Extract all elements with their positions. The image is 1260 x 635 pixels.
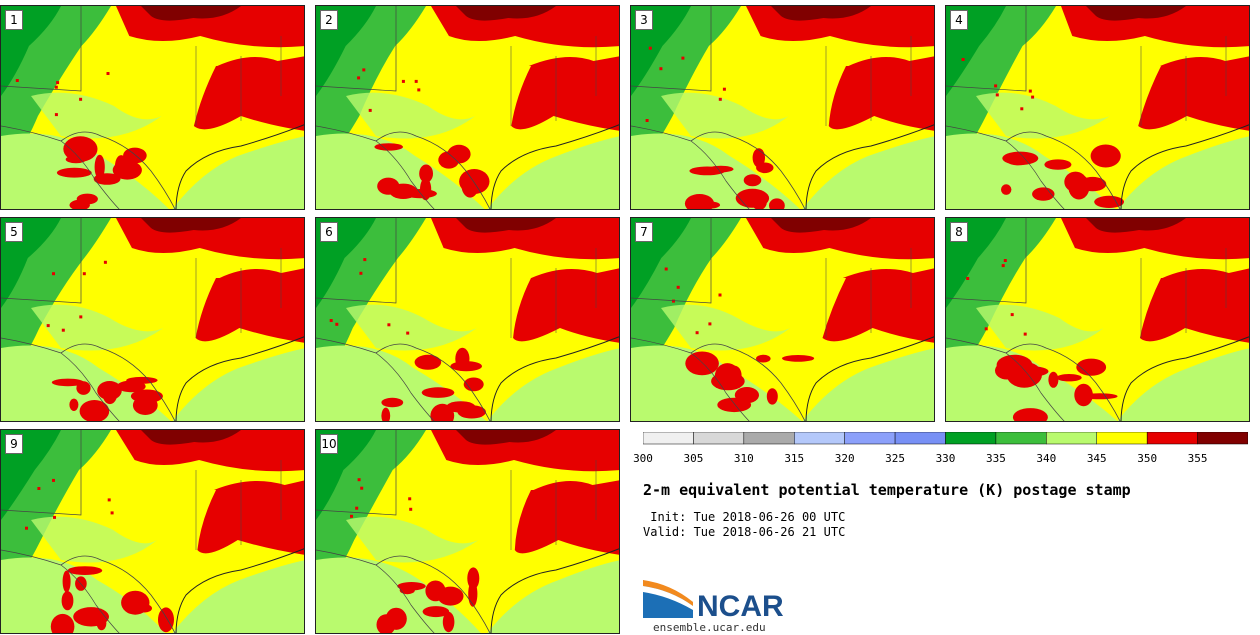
map-image-7: [631, 218, 934, 421]
map-panel-5: 5: [0, 217, 305, 422]
colorbar-swatch: [894, 432, 946, 445]
colorbar-swatch: [1046, 432, 1097, 445]
colorbar: [643, 432, 1248, 445]
panel-number: 2: [320, 10, 338, 30]
panel-number: 8: [950, 222, 968, 242]
map-panel-4: 4: [945, 5, 1250, 210]
colorbar-swatch: [743, 432, 795, 445]
ncar-logo: NCAR: [643, 580, 784, 622]
panel-number: 3: [635, 10, 653, 30]
colorbar-tick-label: 320: [834, 452, 855, 465]
panel-number: 4: [950, 10, 968, 30]
colorbar-tick-label: 345: [1086, 452, 1107, 465]
colorbar-swatch: [1146, 432, 1198, 445]
colorbar-swatch: [995, 432, 1047, 445]
map-image-2: [316, 6, 619, 209]
map-panel-10: 10: [315, 429, 620, 634]
map-image-4: [946, 6, 1249, 209]
colorbar-swatch: [844, 432, 896, 445]
figure-title: 2-m equivalent potential temperature (K)…: [643, 481, 1131, 499]
colorbar-swatch: [945, 432, 997, 445]
map-panel-6: 6: [315, 217, 620, 422]
map-image-8: [946, 218, 1249, 421]
colorbar-swatch: [794, 432, 845, 445]
map-panel-7: 7: [630, 217, 935, 422]
panel-number: 6: [320, 222, 338, 242]
colorbar-tick-label: 315: [784, 452, 805, 465]
colorbar-tick-label: 325: [885, 452, 906, 465]
valid-time: Valid: Tue 2018-06-26 21 UTC: [643, 525, 846, 539]
logo-text: NCAR: [697, 590, 784, 622]
colorbar-tick-label: 330: [935, 452, 956, 465]
init-time: Init: Tue 2018-06-26 00 UTC: [643, 510, 846, 524]
map-panel-1: 1: [0, 5, 305, 210]
map-image-5: [1, 218, 304, 421]
map-panel-3: 3: [630, 5, 935, 210]
colorbar-swatch: [693, 432, 745, 445]
colorbar-swatch: [1096, 432, 1148, 445]
colorbar-tick-label: 310: [733, 452, 754, 465]
map-image-10: [316, 430, 619, 633]
colorbar-tick-label: 355: [1187, 452, 1208, 465]
map-panel-2: 2: [315, 5, 620, 210]
panel-number: 9: [5, 434, 23, 454]
colorbar-tick-label: 335: [985, 452, 1006, 465]
site-url: ensemble.ucar.edu: [653, 621, 766, 634]
panel-number: 10: [320, 434, 338, 454]
colorbar-tick-label: 300: [633, 452, 653, 465]
panel-number: 5: [5, 222, 23, 242]
map-panel-8: 8: [945, 217, 1250, 422]
map-image-3: [631, 6, 934, 209]
colorbar-tick-label: 305: [683, 452, 704, 465]
colorbar-tick-label: 340: [1036, 452, 1057, 465]
map-image-9: [1, 430, 304, 633]
colorbar-swatch: [643, 432, 694, 445]
colorbar-swatch: [1197, 432, 1248, 445]
map-image-6: [316, 218, 619, 421]
map-panel-9: 9: [0, 429, 305, 634]
panel-number: 1: [5, 10, 23, 30]
colorbar-tick-label: 350: [1137, 452, 1158, 465]
panel-number: 7: [635, 222, 653, 242]
map-image-1: [1, 6, 304, 209]
